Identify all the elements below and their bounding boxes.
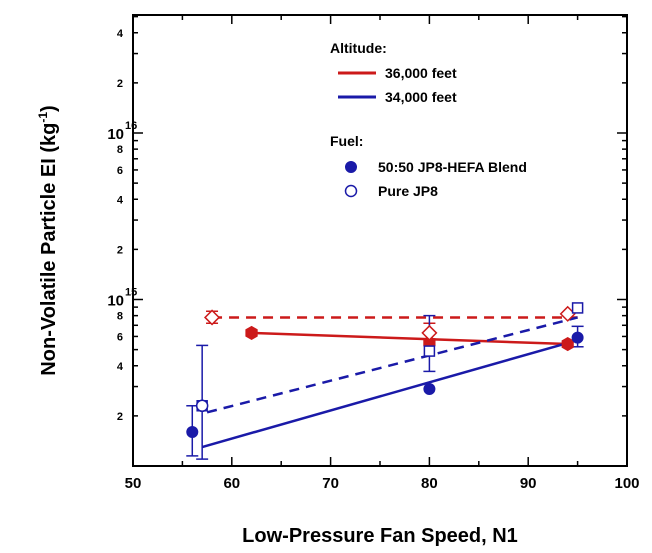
data-point	[421, 324, 438, 341]
y-tick-label: 2	[117, 78, 123, 90]
y-tick-label: 4	[117, 194, 124, 206]
data-markers	[186, 302, 584, 439]
legend-marker-filled	[345, 161, 357, 173]
data-point-open-circle	[195, 399, 209, 413]
legend-altitude-label: 34,000 feet	[385, 89, 457, 105]
trend-line	[201, 338, 578, 449]
y-tick-label: 6	[117, 331, 123, 343]
legend-fuel-label: Pure JP8	[378, 183, 438, 199]
data-point	[571, 302, 584, 314]
data-point	[203, 309, 221, 326]
data-point	[423, 383, 436, 396]
y-tick-label: 4	[117, 361, 124, 373]
x-axis-title: Low-Pressure Fan Speed, N1	[242, 525, 518, 547]
x-tick-label: 50	[125, 475, 142, 492]
x-tick-label: 60	[223, 475, 240, 492]
y-tick-label: 2	[117, 244, 123, 256]
y-tick-label: 4	[117, 28, 124, 40]
plot-frame	[132, 14, 628, 467]
data-point	[186, 426, 199, 439]
y-tick-exponent: 15	[125, 287, 137, 299]
legend: Altitude: 36,000 feet 34,000 feet Fuel: 50:5…	[330, 40, 527, 199]
x-tick-label: 90	[520, 475, 537, 492]
data-point	[245, 325, 258, 340]
x-tick-label: 100	[614, 475, 639, 492]
y-tick-exponent: 16	[125, 120, 137, 132]
y-tick-label: 6	[117, 165, 123, 177]
legend-marker-open	[344, 184, 358, 198]
legend-altitude-label: 36,000 feet	[385, 65, 457, 81]
y-tick-label: 2	[117, 411, 123, 423]
axis-titles: Low-Pressure Fan Speed, N1 Non-Volatile P…	[36, 105, 518, 547]
trend-lines	[201, 316, 578, 449]
trend-line	[206, 316, 578, 414]
y-tick-label: 10	[107, 126, 124, 143]
x-tick-label: 70	[322, 475, 339, 492]
x-tick-label: 80	[421, 475, 438, 492]
data-point	[561, 337, 574, 352]
legend-fuel-label: 50:50 JP8-HEFA Blend	[378, 159, 527, 175]
data-point	[571, 331, 584, 344]
y-axis-title: Non-Volatile Particle EI (kg-1)	[36, 105, 60, 375]
data-point	[423, 345, 436, 357]
y-axis-title-close: )	[38, 105, 60, 112]
y-tick-label: 8	[117, 144, 123, 156]
y-tick-label: 10	[107, 293, 124, 310]
y-axis-title-main: Non-Volatile Particle EI (kg	[38, 123, 60, 376]
y-axis-title-exponent: -1	[36, 112, 50, 123]
trend-line	[251, 331, 568, 346]
legend-fuel-title: Fuel:	[330, 133, 363, 149]
y-tick-label: 8	[117, 311, 123, 323]
legend-altitude-title: Altitude:	[330, 40, 387, 56]
